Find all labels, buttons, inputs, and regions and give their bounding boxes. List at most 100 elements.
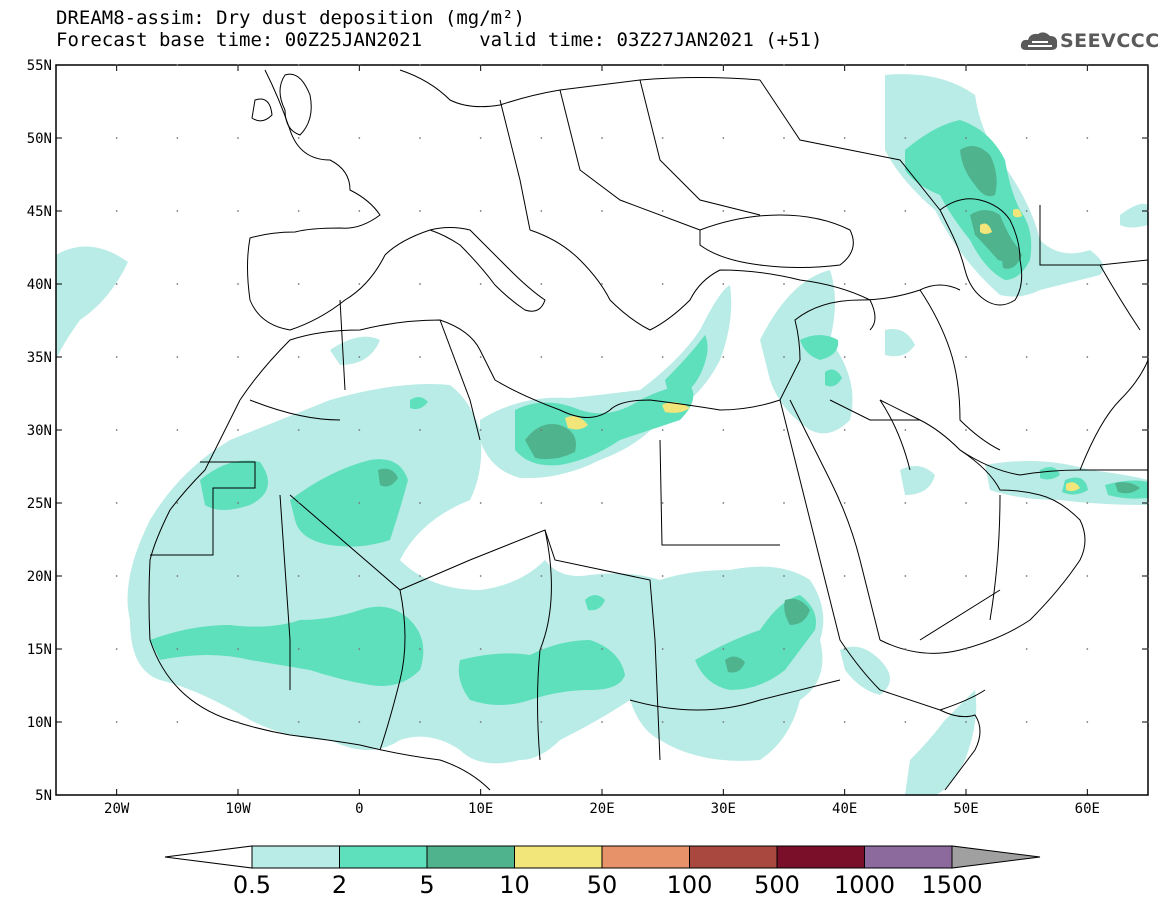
- grid-dot: [419, 64, 421, 66]
- grid-dot: [783, 356, 785, 358]
- grid-dot: [965, 356, 967, 358]
- grid-dot: [419, 721, 421, 723]
- grid-dot: [419, 575, 421, 577]
- colorbar-swatch: [601, 845, 690, 869]
- lat-tick-label: 50N: [27, 131, 52, 147]
- grid-dot: [843, 502, 846, 504]
- grid-dot: [1025, 64, 1028, 66]
- lon-tick-label: 50E: [953, 801, 978, 817]
- logo-text: SEEVCCC: [1060, 30, 1160, 52]
- grid-dot: [1025, 283, 1028, 285]
- lon-tick-label: 20E: [589, 801, 614, 817]
- grid-dot: [843, 648, 846, 650]
- colorbar-tick-label: 1500: [921, 871, 982, 899]
- grid-dot: [843, 137, 846, 139]
- colorbar-tick-label: 5: [419, 871, 434, 899]
- lon-tick-label: 0: [355, 801, 363, 817]
- grid-dot: [1086, 137, 1089, 139]
- grid-dot: [1086, 210, 1089, 212]
- grid-dot: [722, 502, 725, 504]
- grid-dot: [237, 502, 239, 504]
- grid-dot: [1086, 648, 1089, 650]
- coastlines-and-borders: [148, 69, 1148, 791]
- grid-dot: [237, 721, 239, 723]
- grid-dot: [237, 137, 239, 139]
- grid-dot: [1086, 283, 1089, 285]
- lon-tick-label: 10E: [468, 801, 493, 817]
- grid-dot: [722, 283, 725, 285]
- grid-dot: [115, 356, 118, 358]
- lat-tick-label: 5N: [35, 788, 52, 804]
- grid-dot: [904, 648, 907, 650]
- grid-dot: [965, 210, 967, 212]
- colorbar-under-triangle: [164, 845, 253, 869]
- colorbar-tick-label: 500: [754, 871, 800, 899]
- grid-dot: [843, 283, 846, 285]
- grid-dot: [601, 429, 603, 431]
- lat-tick-label: 30N: [27, 423, 52, 439]
- grid-dot: [297, 283, 300, 285]
- grid-dot: [540, 210, 543, 212]
- lat-tick-label: 40N: [27, 277, 52, 293]
- grid-dot: [904, 137, 907, 139]
- grid-dot: [176, 210, 179, 212]
- grid-dot: [1086, 575, 1089, 577]
- grid-dot: [297, 356, 300, 358]
- lat-tick-label: 25N: [27, 496, 52, 512]
- grid-dot: [661, 429, 664, 431]
- grid-dot: [601, 721, 603, 723]
- colorbar-tick-label: 1000: [834, 871, 895, 899]
- lat-tick-label: 20N: [27, 569, 52, 585]
- grid-dot: [722, 429, 725, 431]
- grid-dot: [661, 356, 664, 358]
- grid-dot: [601, 648, 603, 650]
- grid-dot: [358, 575, 361, 577]
- grid-dot: [237, 356, 239, 358]
- grid-dot: [843, 356, 846, 358]
- grid-dot: [722, 210, 725, 212]
- grid-dot: [176, 721, 179, 723]
- colorbar-swatch: [776, 845, 865, 869]
- colorbar-tick-label: 0.5: [233, 871, 271, 899]
- latitude-axis: 5N 10N 15N 20N 25N 30N 35N 40N 45N 50N 55N: [27, 58, 1148, 804]
- grid-dot: [1025, 356, 1028, 358]
- grid-dot: [843, 429, 846, 431]
- grid-dot: [479, 502, 482, 504]
- grid-dot: [601, 502, 603, 504]
- grid-dot: [904, 283, 907, 285]
- grid-dot: [843, 575, 846, 577]
- grid-dot: [904, 575, 907, 577]
- grid-dot: [297, 64, 300, 66]
- colorbar-tick-label: 50: [587, 871, 618, 899]
- grid-dot: [237, 429, 239, 431]
- grid-dot: [904, 64, 907, 66]
- colorbar-tick-label: 100: [667, 871, 713, 899]
- grid-dot: [1086, 429, 1089, 431]
- grid-dot: [479, 648, 482, 650]
- grid-dot: [601, 137, 603, 139]
- grid-dot: [843, 210, 846, 212]
- grid-dot: [297, 429, 300, 431]
- grid-dot: [904, 429, 907, 431]
- grid-dot: [297, 575, 300, 577]
- grid-dot: [540, 137, 543, 139]
- grid-dot: [419, 429, 421, 431]
- grid-dot: [115, 210, 118, 212]
- grid-dot: [965, 502, 967, 504]
- grid-dot: [358, 502, 361, 504]
- grid-dot: [358, 429, 361, 431]
- grid-dot: [237, 648, 239, 650]
- grid-dot: [237, 283, 239, 285]
- colorbar-swatch: [514, 845, 603, 869]
- grid-dot: [358, 721, 361, 723]
- grid-dot: [479, 575, 482, 577]
- grid-dot: [358, 356, 361, 358]
- grid-dot: [115, 575, 118, 577]
- grid-dot: [115, 429, 118, 431]
- grid-dot: [965, 648, 967, 650]
- grid-dot: [783, 575, 785, 577]
- grid-dot: [722, 356, 725, 358]
- grid-dot: [783, 721, 785, 723]
- grid-dot: [479, 721, 482, 723]
- grid-dot: [1025, 721, 1028, 723]
